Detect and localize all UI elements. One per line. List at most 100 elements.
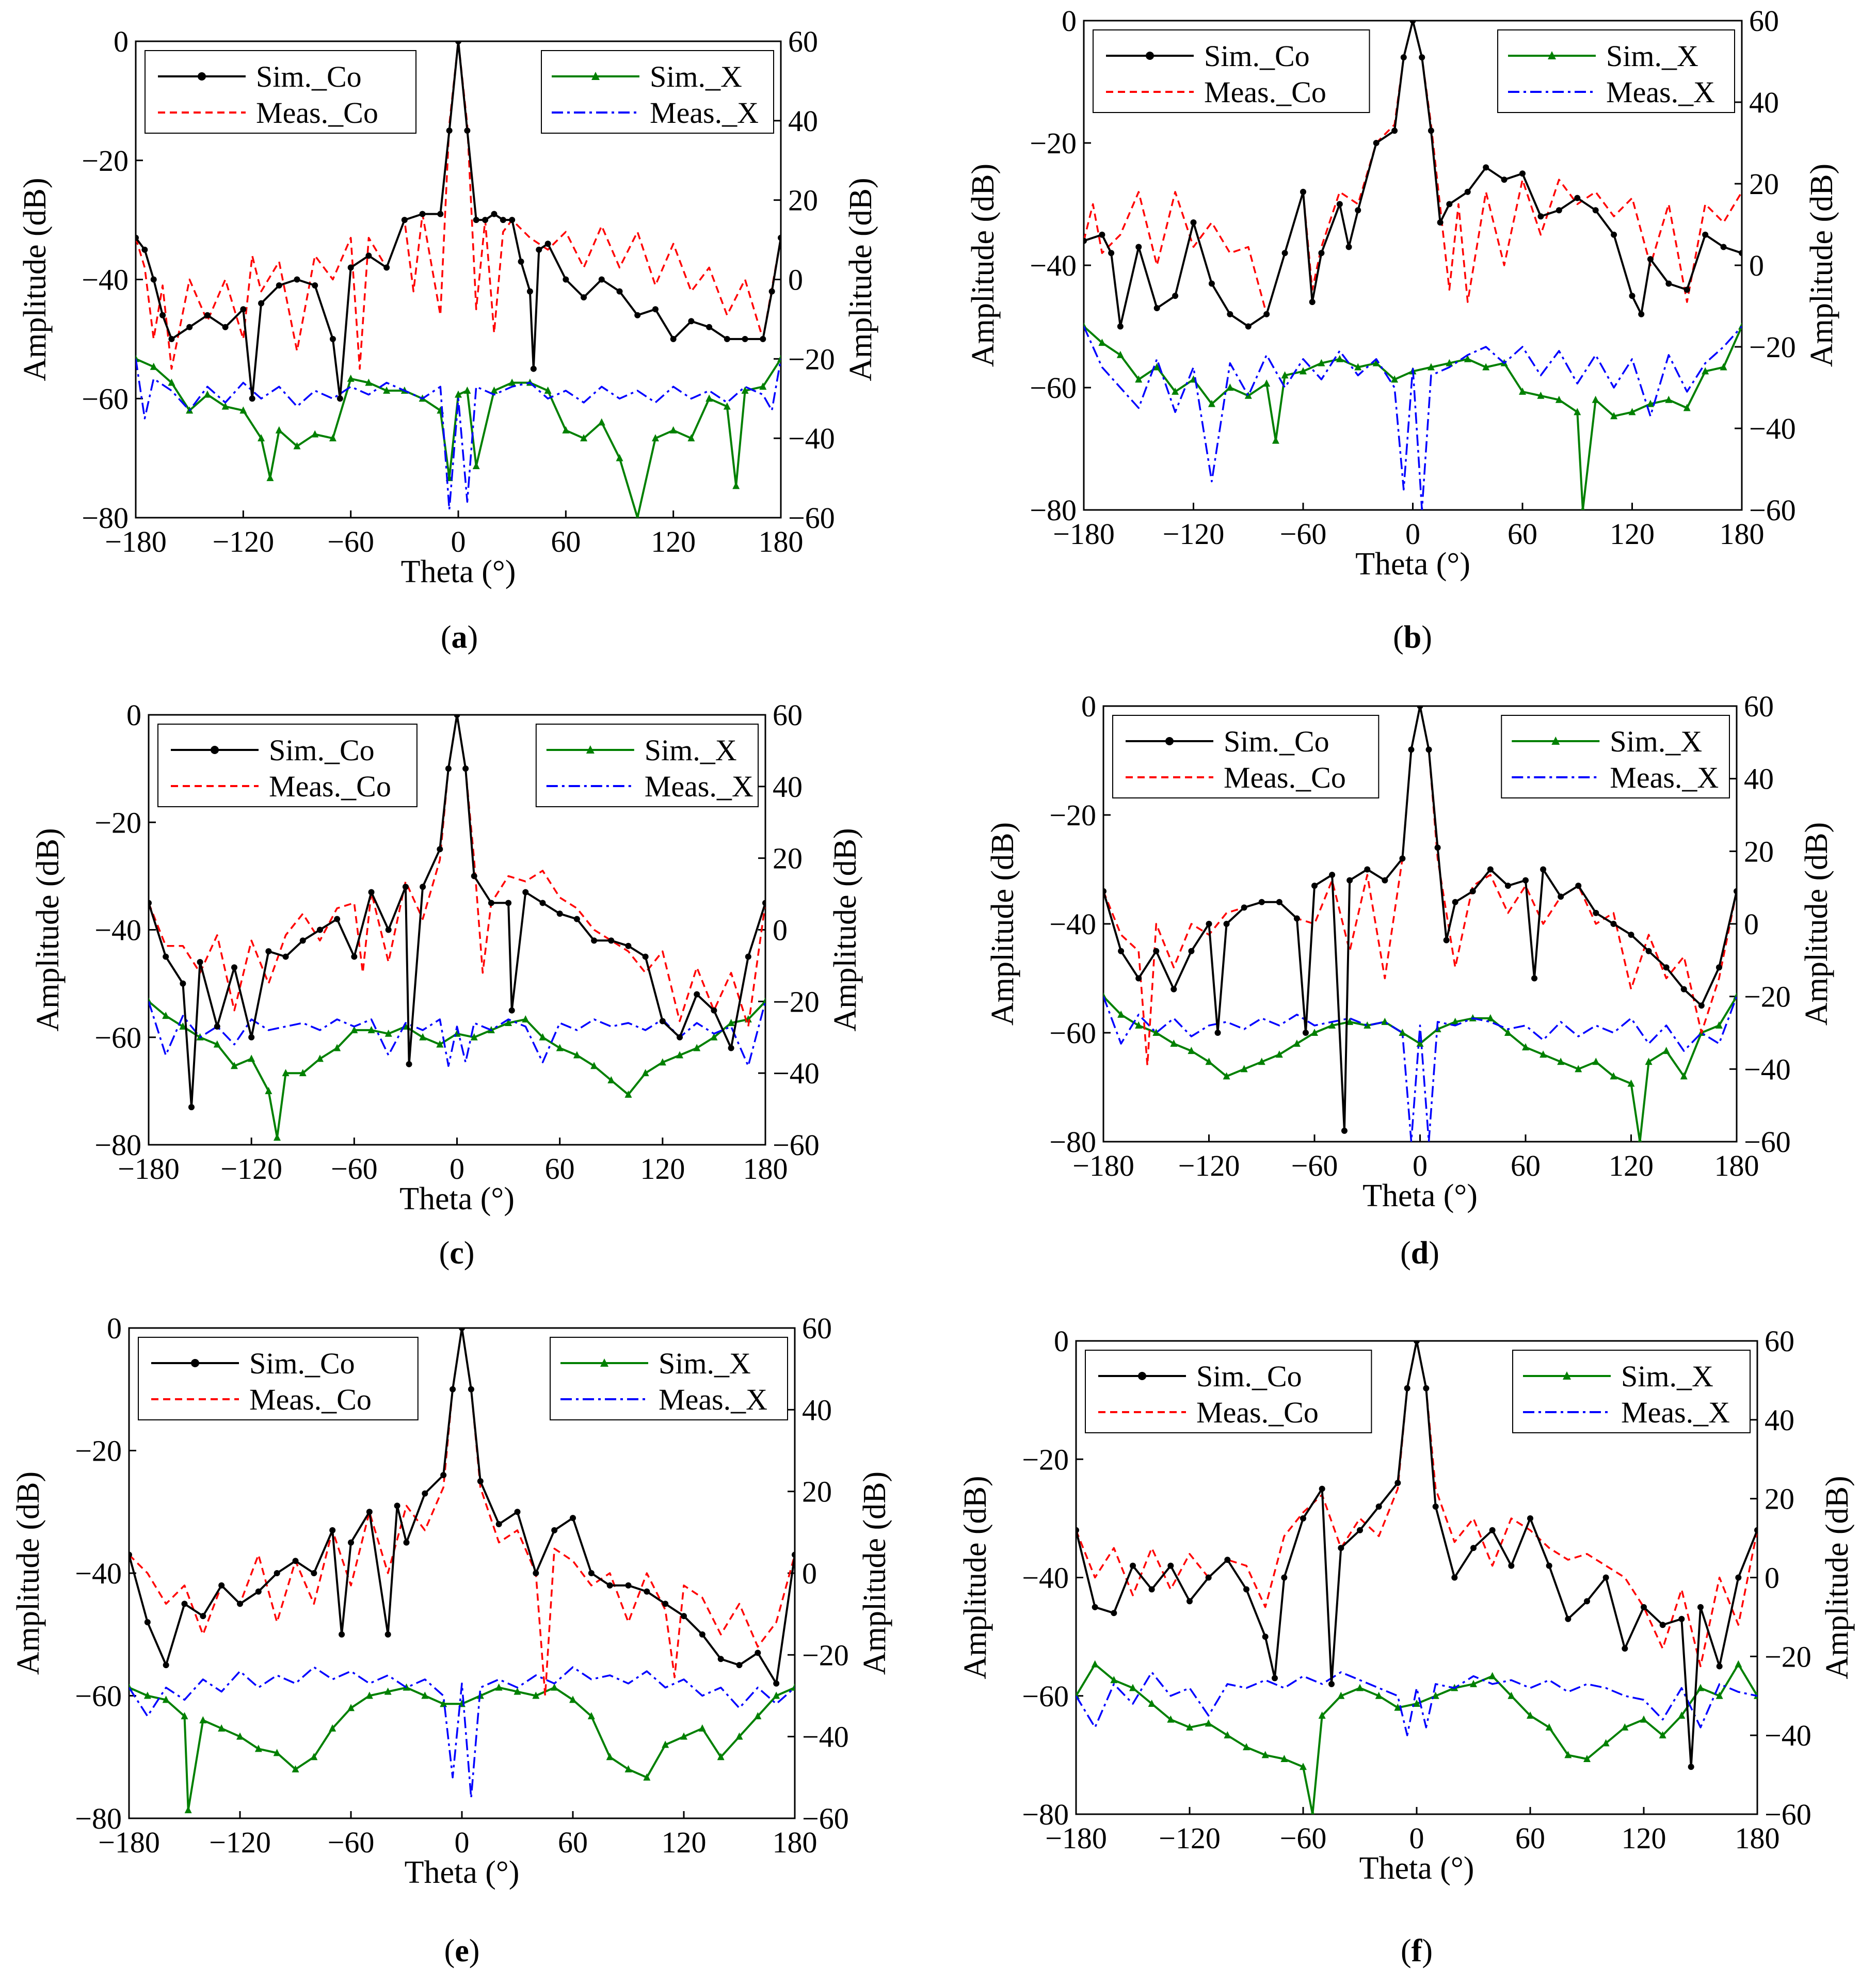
sim-co-point	[1357, 1527, 1363, 1533]
sim-x-point	[239, 406, 247, 414]
sim-x-point	[505, 1018, 512, 1026]
sim-co-point	[1508, 1562, 1515, 1569]
sim-co-point	[168, 335, 175, 342]
sim-co-point	[1341, 1127, 1348, 1134]
sim-co-point	[1309, 299, 1316, 306]
sim-co-point	[1382, 877, 1388, 884]
sim-x-point	[1522, 1043, 1529, 1051]
x-tick-label: −60	[1291, 1149, 1338, 1182]
sim-co-point	[634, 312, 641, 318]
sim-co-point	[616, 288, 623, 295]
sim-co-point	[1399, 855, 1406, 862]
sim-x-point	[1300, 1763, 1307, 1770]
left-y-tick-label: −80	[82, 501, 129, 535]
x-axis-title: Theta (°)	[1362, 1178, 1478, 1213]
sim-co-point	[240, 306, 247, 313]
sim-co-point	[1346, 877, 1353, 884]
sim-x-point	[754, 1712, 762, 1720]
series-line-sim_co	[149, 715, 765, 1109]
right-y-axis-title: Amplitude (dB)	[843, 178, 878, 381]
sim-co-point	[699, 1631, 705, 1638]
sim-x-point	[573, 1051, 581, 1059]
legend-label-sim_x: Sim._X	[1610, 725, 1702, 758]
sim-x-point	[1243, 1743, 1250, 1751]
sim-x-point	[1170, 1039, 1178, 1047]
series-line-sim_x	[1103, 996, 1737, 1142]
sim-co-point	[1318, 250, 1325, 257]
sim-x-point	[1451, 1017, 1459, 1025]
sim-co-point	[1720, 244, 1727, 250]
left-y-tick-label: 0	[126, 698, 141, 732]
x-tick-label: 0	[1413, 1149, 1428, 1182]
sim-co-point	[1683, 286, 1690, 293]
panel-caption: (f)	[1401, 1933, 1433, 1969]
right-y-tick-label: 20	[1744, 835, 1774, 868]
sim-x-point	[544, 386, 552, 394]
sim-co-point	[180, 980, 186, 987]
sim-co-point	[556, 910, 563, 917]
sim-x-point	[162, 1012, 170, 1019]
sim-co-point	[544, 241, 551, 247]
sim-x-point	[587, 1712, 595, 1720]
sim-x-point	[1519, 387, 1526, 395]
sim-x-point	[680, 1732, 687, 1740]
sim-co-point	[1417, 706, 1423, 709]
sim-x-point	[1300, 367, 1307, 375]
right-y-axis-title: Amplitude (dB)	[1799, 822, 1834, 1026]
sim-co-point	[437, 846, 443, 853]
sim-co-point	[419, 211, 426, 217]
caption-paren-close: )	[1429, 1236, 1439, 1271]
sim-x-point	[1527, 1711, 1534, 1719]
x-tick-label: 0	[450, 1152, 464, 1186]
sim-co-point	[1593, 909, 1599, 916]
left-y-tick-label: −40	[1049, 907, 1096, 941]
sim-co-point	[1437, 219, 1444, 226]
x-tick-label: −120	[220, 1152, 282, 1186]
sim-x-point	[199, 1716, 207, 1723]
sim-co-point	[200, 1613, 206, 1620]
sim-x-point	[1470, 1679, 1477, 1687]
sim-co-point	[1319, 1485, 1325, 1492]
sim-x-point	[659, 1058, 666, 1066]
x-tick-label: 0	[1409, 1821, 1424, 1855]
sim-co-point	[1487, 866, 1494, 873]
sim-co-point	[312, 282, 318, 289]
x-tick-label: 180	[743, 1152, 788, 1186]
sim-x-point	[1416, 1039, 1424, 1047]
sim-x-point	[1610, 1072, 1617, 1080]
left-y-tick-label: −60	[75, 1679, 122, 1713]
legend-marker	[600, 1358, 608, 1367]
sim-x-point	[1464, 355, 1471, 362]
sim-co-point	[1537, 213, 1544, 220]
sim-x-point	[273, 1133, 281, 1141]
sim-co-point	[1688, 1764, 1694, 1770]
sim-co-point	[186, 324, 193, 330]
left-y-tick-label: −80	[1030, 493, 1077, 527]
x-tick-label: 120	[651, 525, 696, 558]
caption-paren-open: (	[1400, 1236, 1411, 1271]
sim-co-point	[282, 953, 289, 960]
legend-label-sim_x: Sim._X	[645, 733, 737, 767]
sim-co-point	[1400, 54, 1407, 61]
sim-co-point	[1565, 1615, 1572, 1622]
sim-co-point	[462, 765, 469, 772]
right-y-tick-label: −60	[1749, 493, 1796, 527]
sim-co-point	[1375, 1503, 1382, 1510]
sim-co-point	[1336, 201, 1343, 207]
x-tick-label: 0	[451, 525, 466, 558]
sim-co-point	[598, 276, 605, 283]
sim-x-point	[436, 1040, 444, 1048]
caption-paren-close: )	[1421, 620, 1432, 655]
sim-co-point	[181, 1601, 188, 1607]
sim-co-point	[1338, 1545, 1344, 1551]
sim-co-point	[491, 211, 498, 217]
left-y-axis-title: Amplitude (dB)	[11, 1471, 46, 1675]
sim-co-point	[644, 1588, 650, 1595]
x-tick-label: −60	[1280, 1821, 1327, 1855]
sim-x-point	[1281, 371, 1289, 379]
sim-co-point	[274, 1570, 280, 1576]
legend-marker	[586, 745, 595, 754]
sim-co-point	[1628, 932, 1634, 938]
